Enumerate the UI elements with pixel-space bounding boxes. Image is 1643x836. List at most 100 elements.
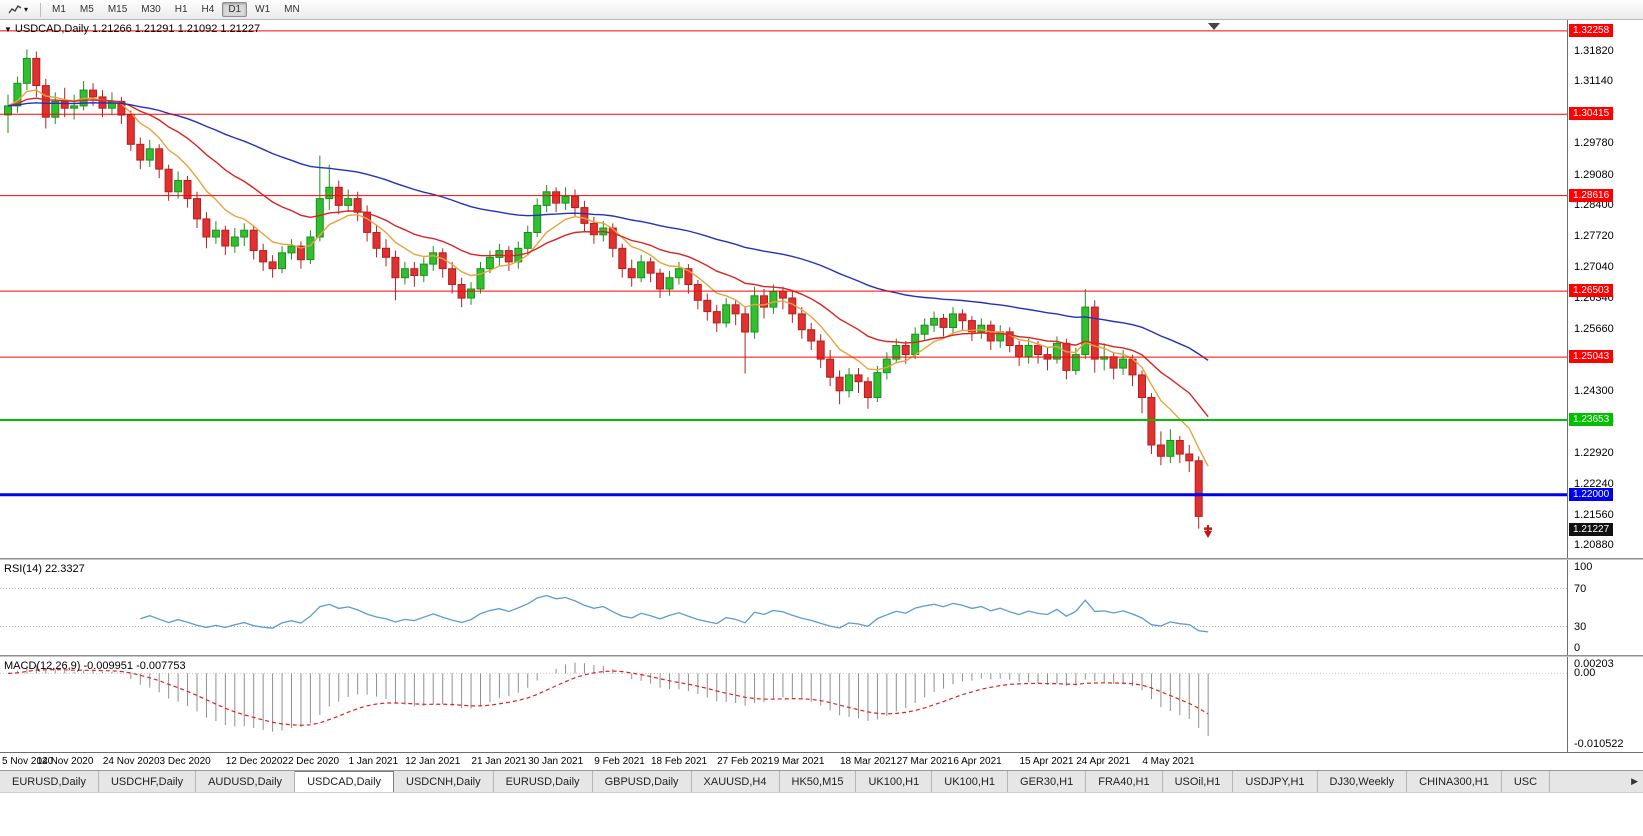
timeframe-button-m5[interactable]: M5 (79, 4, 94, 15)
rsi-axis-label: 100 (1574, 561, 1593, 573)
date-axis-label: 12 Dec 2020 (225, 756, 283, 767)
price-axis: 1.318201.311401.304601.297801.290801.284… (1567, 20, 1643, 558)
price-level-tag[interactable]: 1.30415 (1569, 107, 1614, 121)
date-axis-label: 18 Mar 2021 (839, 756, 897, 767)
chart-tab-usdcnh-daily[interactable]: USDCNH,Daily (394, 771, 494, 792)
chart-tab-china300-h1[interactable]: CHINA300,H1 (1407, 771, 1502, 792)
rsi-chart[interactable]: RSI(14) 22.3327 (0, 560, 1567, 655)
chart-tab-gbpusd-daily[interactable]: GBPUSD,Daily (592, 771, 692, 792)
chart-menu-icon[interactable]: ▼ (4, 25, 12, 34)
toolbar: ▾ M1 M5 M15 M30 H1 H4 D1 W1 MN (0, 0, 1643, 20)
price-level-tag[interactable]: 1.25043 (1569, 350, 1614, 364)
price-axis-label: 1.21560 (1574, 508, 1614, 521)
date-axis-label: 15 Apr 2021 (1019, 756, 1074, 767)
chart-tab-xauusd-h4[interactable]: XAUUSD,H4 (691, 771, 780, 792)
panel-separator[interactable] (0, 558, 1643, 560)
chart-tab-ger30-h1[interactable]: GER30,H1 (1008, 771, 1087, 792)
date-axis-label: 9 Mar 2021 (773, 756, 825, 767)
rsi-panel: RSI(14) 22.3327 100 70 30 0 (0, 560, 1643, 655)
timeframe-button-m30[interactable]: M30 (141, 4, 161, 15)
chart-tab-dj30-weekly[interactable]: DJ30,Weekly (1317, 771, 1408, 792)
panel-separator[interactable] (0, 655, 1643, 657)
date-axis-label: 24 Apr 2021 (1076, 756, 1131, 767)
macd-label: MACD(12,26,9) -0.009951 -0.007753 (4, 660, 186, 672)
candlestick-svg[interactable] (0, 20, 1567, 558)
price-axis-label: 1.24300 (1574, 384, 1614, 397)
chart-tab-usoil-h1[interactable]: USOil,H1 (1162, 771, 1234, 792)
chart-tab-usdcad-daily[interactable]: USDCAD,Daily (295, 771, 395, 792)
chart-tab-usc[interactable]: USC (1501, 771, 1551, 792)
price-axis-label: 1.20880 (1574, 539, 1614, 552)
price-axis-label: 1.31140 (1574, 75, 1613, 88)
date-axis-label: 14 Nov 2020 (36, 756, 94, 767)
chart-tab-usdchf-daily[interactable]: USDCHF,Daily (98, 771, 197, 792)
date-axis-label: 27 Feb 2021 (717, 756, 774, 767)
candlestick-chart[interactable]: ▼ USDCAD,Daily 1.21266 1.21291 1.21092 1.… (0, 20, 1567, 558)
timeframe-button-h4[interactable]: H4 (201, 4, 215, 15)
price-axis-label: 1.22240 (1574, 477, 1614, 490)
macd-panel: MACD(12,26,9) -0.009951 -0.007753 0.0020… (0, 657, 1643, 752)
date-axis-label: 9 Feb 2021 (594, 756, 645, 767)
date-axis-label: 24 Nov 2020 (102, 756, 160, 767)
date-axis-label: 21 Jan 2021 (471, 756, 527, 767)
macd-svg[interactable] (0, 657, 1567, 752)
price-level-tag[interactable]: 1.22000 (1569, 487, 1614, 501)
chart-tab-fra40-h1[interactable]: FRA40,H1 (1086, 771, 1163, 792)
rsi-axis: 100 70 30 0 (1567, 560, 1643, 655)
price-axis-label: 1.29080 (1574, 168, 1614, 181)
date-axis-label: 3 Dec 2020 (159, 756, 211, 767)
macd-axis-label: -0.010522 (1574, 738, 1624, 750)
timeframe-button-m15[interactable]: M15 (107, 4, 128, 15)
price-axis-label: 1.31820 (1574, 44, 1614, 57)
tab-scroll-right-icon[interactable]: ▶ (1631, 776, 1638, 786)
macd-axis-label: 0.00203 (1574, 658, 1614, 670)
date-axis-label: 6 Apr 2021 (953, 756, 1002, 767)
price-axis-label: 1.22920 (1574, 447, 1614, 460)
macd-chart[interactable]: MACD(12,26,9) -0.009951 -0.007753 (0, 657, 1567, 752)
timeframe-button-h1[interactable]: H1 (174, 4, 188, 15)
chart-tab-uk100-h1[interactable]: UK100,H1 (932, 771, 1009, 792)
chart-title: ▼ USDCAD,Daily 1.21266 1.21291 1.21092 1.… (4, 23, 260, 35)
timeframe-button-mn[interactable]: MN (284, 4, 300, 15)
main-chart-panel: ▼ USDCAD,Daily 1.21266 1.21291 1.21092 1.… (0, 20, 1643, 558)
chart-tab-uk100-h1[interactable]: UK100,H1 (856, 771, 933, 792)
date-axis-label: 22 Dec 2020 (282, 756, 340, 767)
chart-tab-eurusd-daily[interactable]: EURUSD,Daily (493, 771, 593, 792)
timeframe-button-m1[interactable]: M1 (52, 4, 66, 15)
macd-axis: 0.00203 0.00 -0.010522 (1567, 657, 1643, 752)
chevron-down-icon: ▾ (24, 5, 29, 14)
price-axis-label: 1.27720 (1574, 230, 1614, 243)
timeframe-button-w1[interactable]: W1 (255, 4, 271, 15)
price-level-tag[interactable]: 1.26503 (1569, 284, 1614, 298)
rsi-label: RSI(14) 22.3327 (4, 563, 85, 575)
rsi-svg[interactable] (0, 560, 1567, 655)
chart-tab-eurusd-daily[interactable]: EURUSD,Daily (0, 771, 99, 792)
timeframe-buttons: M1 M5 M15 M30 H1 H4 D1 W1 MN (46, 2, 306, 17)
line-chart-icon (8, 4, 22, 13)
rsi-axis-label: 0 (1574, 642, 1581, 654)
date-axis-label: 27 Mar 2021 (896, 756, 953, 767)
price-level-tag[interactable]: 1.28616 (1569, 188, 1614, 202)
date-axis-label: 12 Jan 2021 (405, 756, 461, 767)
price-axis-label: 1.29780 (1574, 136, 1614, 149)
date-axis-label: 18 Feb 2021 (650, 756, 708, 767)
chart-tab-audusd-daily[interactable]: AUDUSD,Daily (196, 771, 296, 792)
timeframe-button-d1[interactable]: D1 (222, 2, 248, 17)
rsi-axis-label: 30 (1574, 620, 1587, 633)
current-price-tag: 1.21227 (1569, 522, 1614, 536)
date-axis-label: 5 Nov 2020 (2, 756, 54, 767)
status-bar (0, 792, 1643, 836)
date-axis[interactable]: 5 Nov 2020 14 Nov 2020 24 Nov 2020 3 Dec 20… (0, 752, 1643, 770)
date-axis-label: 1 Jan 2021 (348, 756, 399, 767)
price-axis-label: 1.28400 (1574, 199, 1614, 212)
rsi-axis-label: 70 (1574, 582, 1587, 595)
chart-tab-usdjpy-h1[interactable]: USDJPY,H1 (1233, 771, 1318, 792)
price-level-tag[interactable]: 1.23653 (1569, 412, 1614, 426)
toolbar-separator (40, 2, 42, 17)
price-level-tag[interactable]: 1.32258 (1569, 23, 1614, 37)
chart-tab-hk50-m15[interactable]: HK50,M15 (779, 771, 857, 792)
chart-tool-dropdown[interactable]: ▾ (4, 1, 35, 19)
macd-axis-label: 0.00 (1574, 667, 1596, 680)
price-axis-label: 1.27040 (1574, 260, 1614, 273)
